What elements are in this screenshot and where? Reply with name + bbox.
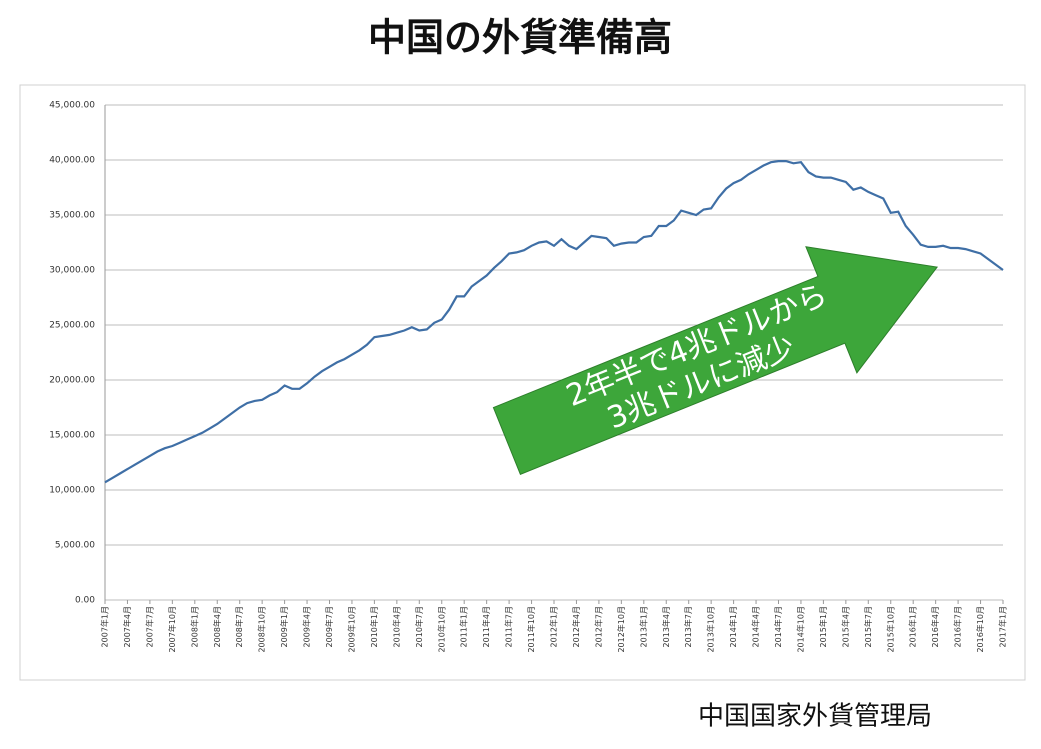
y-tick-label: 45,000.00 [49, 101, 95, 111]
x-tick-label: 2013年10月 [706, 606, 716, 653]
y-tick-label: 30,000.00 [49, 266, 95, 276]
y-tick-label: 35,000.00 [49, 211, 95, 221]
x-tick-label: 2011年4月 [481, 606, 491, 647]
arrow-shape [492, 246, 939, 475]
x-tick-label: 2015年10月 [885, 606, 895, 653]
x-tick-label: 2007年10月 [167, 606, 177, 653]
x-tick-label: 2014年10月 [795, 606, 805, 653]
x-tick-label: 2013年1月 [638, 606, 648, 647]
x-tick-label: 2016年7月 [953, 606, 963, 647]
y-tick-label: 10,000.00 [49, 486, 95, 496]
x-tick-label: 2016年10月 [975, 606, 985, 653]
x-tick-label: 2015年1月 [818, 606, 828, 647]
y-tick-label: 20,000.00 [49, 376, 95, 386]
x-tick-label: 2012年4月 [571, 606, 581, 647]
x-tick-label: 2008年4月 [212, 606, 222, 647]
x-tick-label: 2015年4月 [840, 606, 850, 647]
data-line [104, 160, 1004, 484]
x-tick-label: 2014年1月 [728, 606, 738, 647]
x-tick-label: 2007年4月 [122, 606, 132, 647]
y-tick-label: 15,000.00 [49, 431, 95, 441]
y-tick-label: 5,000.00 [55, 541, 95, 551]
x-tick-label: 2010年7月 [414, 606, 424, 647]
x-tick-label: 2009年1月 [279, 606, 289, 647]
x-tick-label: 2008年1月 [189, 606, 199, 647]
x-tick-label: 2013年7月 [683, 606, 693, 647]
x-tick-label: 2008年10月 [257, 606, 267, 653]
x-tick-label: 2009年10月 [346, 606, 356, 653]
x-tick-label: 2016年4月 [930, 606, 940, 647]
y-tick-label: 25,000.00 [49, 321, 95, 331]
x-tick-label: 2010年10月 [436, 606, 446, 653]
x-tick-label: 2008年7月 [234, 606, 244, 647]
y-tick-label: 0.00 [75, 596, 95, 606]
source: 中国国家外貨管理局 [698, 702, 932, 732]
x-tick-label: 2014年4月 [751, 606, 761, 647]
x-tick-label: 2016年1月 [908, 606, 918, 647]
chart-frame [19, 84, 1026, 681]
x-tick-label: 2011年1月 [459, 606, 469, 647]
x-tick-label: 2015年7月 [863, 606, 873, 647]
x-tick-label: 2009年7月 [324, 606, 334, 647]
x-tick-label: 2017年1月 [998, 606, 1008, 647]
chart-title: 中国の外貨準備高 [368, 16, 672, 60]
x-tick-label: 2007年1月 [100, 606, 110, 647]
x-tick-label: 2013年4月 [661, 606, 671, 647]
x-tick-label: 2010年4月 [391, 606, 401, 647]
x-tick-label: 2009年4月 [302, 606, 312, 647]
x-tick-label: 2014年7月 [773, 606, 783, 647]
x-tick-label: 2010年1月 [369, 606, 379, 647]
y-tick-label: 40,000.00 [49, 156, 95, 166]
x-tick-label: 2012年10月 [616, 606, 626, 653]
x-tick-label: 2011年10月 [526, 606, 536, 653]
x-tick-label: 2012年7月 [593, 606, 603, 647]
x-tick-label: 2007年7月 [144, 606, 154, 647]
x-tick-label: 2011年7月 [504, 606, 514, 647]
x-tick-label: 2012年1月 [549, 606, 559, 647]
